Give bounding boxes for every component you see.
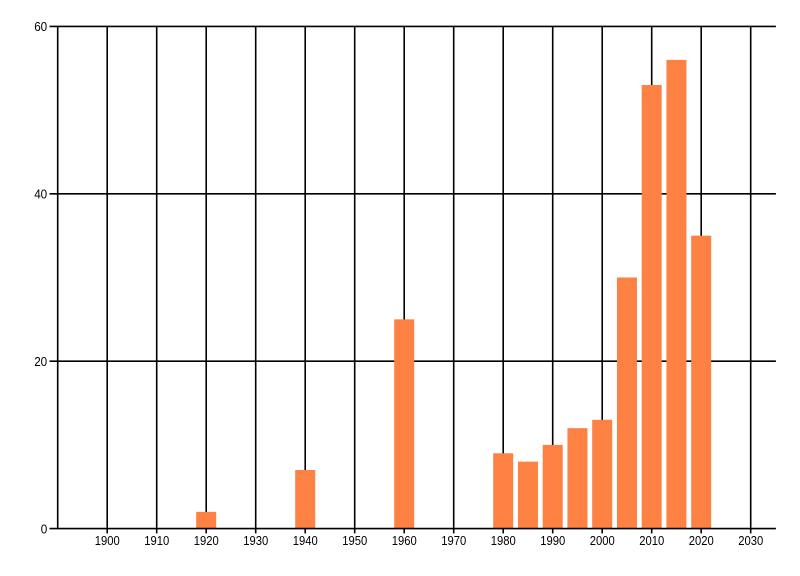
svg-text:2020: 2020 <box>689 533 714 548</box>
svg-text:60: 60 <box>34 19 47 34</box>
svg-text:2000: 2000 <box>590 533 615 548</box>
svg-text:1950: 1950 <box>342 533 367 548</box>
svg-text:1960: 1960 <box>392 533 417 548</box>
svg-text:1940: 1940 <box>293 533 318 548</box>
svg-text:2030: 2030 <box>738 533 763 548</box>
svg-text:1970: 1970 <box>441 533 466 548</box>
svg-text:1910: 1910 <box>144 533 169 548</box>
svg-text:0: 0 <box>41 521 48 536</box>
svg-text:1930: 1930 <box>243 533 268 548</box>
svg-text:40: 40 <box>34 187 47 202</box>
svg-text:1980: 1980 <box>491 533 516 548</box>
svg-text:1920: 1920 <box>194 533 219 548</box>
svg-text:1900: 1900 <box>95 533 120 548</box>
svg-text:20: 20 <box>34 354 47 369</box>
svg-text:2010: 2010 <box>639 533 664 548</box>
svg-text:1990: 1990 <box>540 533 565 548</box>
